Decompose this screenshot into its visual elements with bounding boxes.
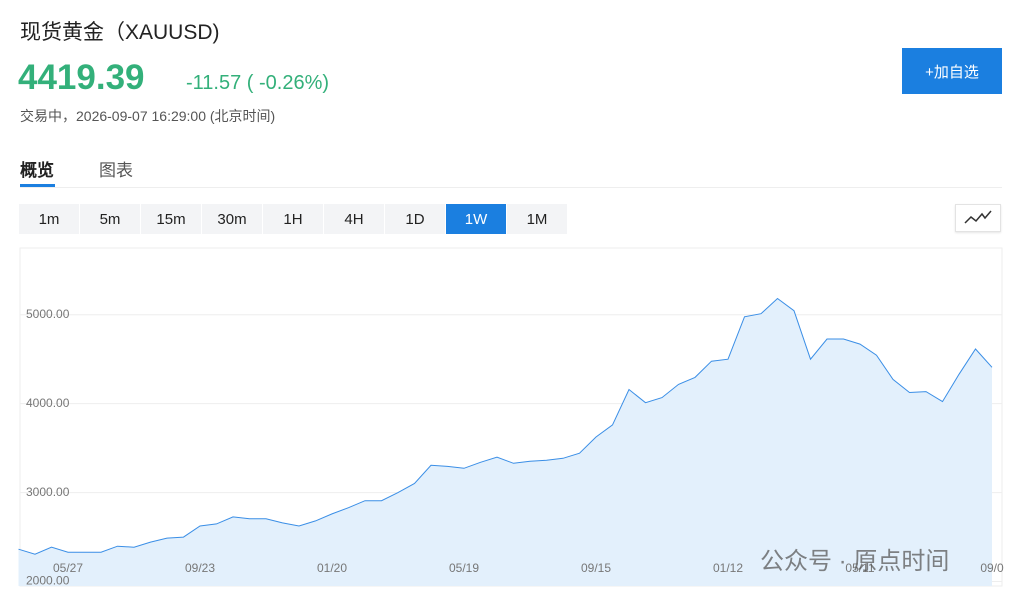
tab-underline <box>20 184 55 187</box>
y-tick-label: 2000.00 <box>26 574 70 588</box>
y-tick-label: 4000.00 <box>26 396 70 410</box>
tab[interactable]: 概览 <box>20 161 54 180</box>
x-tick-label: 05/19 <box>449 561 479 575</box>
tab[interactable]: 图表 <box>99 161 133 180</box>
timeframe-bar: 1m 5m 15m 30m 1H 4H 1D 1W 1M <box>19 204 568 234</box>
watermark: 公众号 · 原点时间 <box>760 548 950 575</box>
price: 4419.39 <box>18 58 145 97</box>
add-watchlist-button[interactable]: +加自选 <box>902 48 1002 94</box>
x-tick-label: 05/11 <box>845 561 874 575</box>
x-tick-label: 09/15 <box>581 561 611 575</box>
x-tick-label: 09/23 <box>185 561 215 575</box>
line <box>18 297 993 555</box>
x-tick-label: 09/0 <box>980 561 1004 575</box>
price-change: -11.57 ( -0.26%) <box>186 72 330 94</box>
timeframe-button[interactable]: 1H <box>263 204 323 234</box>
y-tick-label: 3000.00 <box>26 485 70 499</box>
timeframe-button[interactable]: 15m <box>141 204 201 234</box>
timeframe-button[interactable]: 1D <box>385 204 445 234</box>
title: 现货黄金（XAUUSD) <box>20 21 220 44</box>
area <box>18 298 992 586</box>
timeframe-button[interactable]: 1M <box>507 204 567 234</box>
divider <box>20 187 1002 188</box>
chart-style-button[interactable] <box>955 204 1001 232</box>
x-tick-label: 05/27 <box>53 561 83 575</box>
x-tick-label: 01/12 <box>713 561 743 575</box>
timeframe-button[interactable]: 30m <box>202 204 262 234</box>
y-tick-label: 5000.00 <box>26 307 70 321</box>
timeframe-button[interactable]: 5m <box>80 204 140 234</box>
timeframe-button[interactable]: 4H <box>324 204 384 234</box>
timeframe-button[interactable]: 1m <box>19 204 79 234</box>
status: 交易中，2026-09-07 16:29:00 (北京时间) <box>20 108 276 124</box>
x-tick-label: 01/20 <box>317 561 347 575</box>
chart-icon <box>964 210 992 224</box>
timeframe-button[interactable]: 1W <box>446 204 506 234</box>
